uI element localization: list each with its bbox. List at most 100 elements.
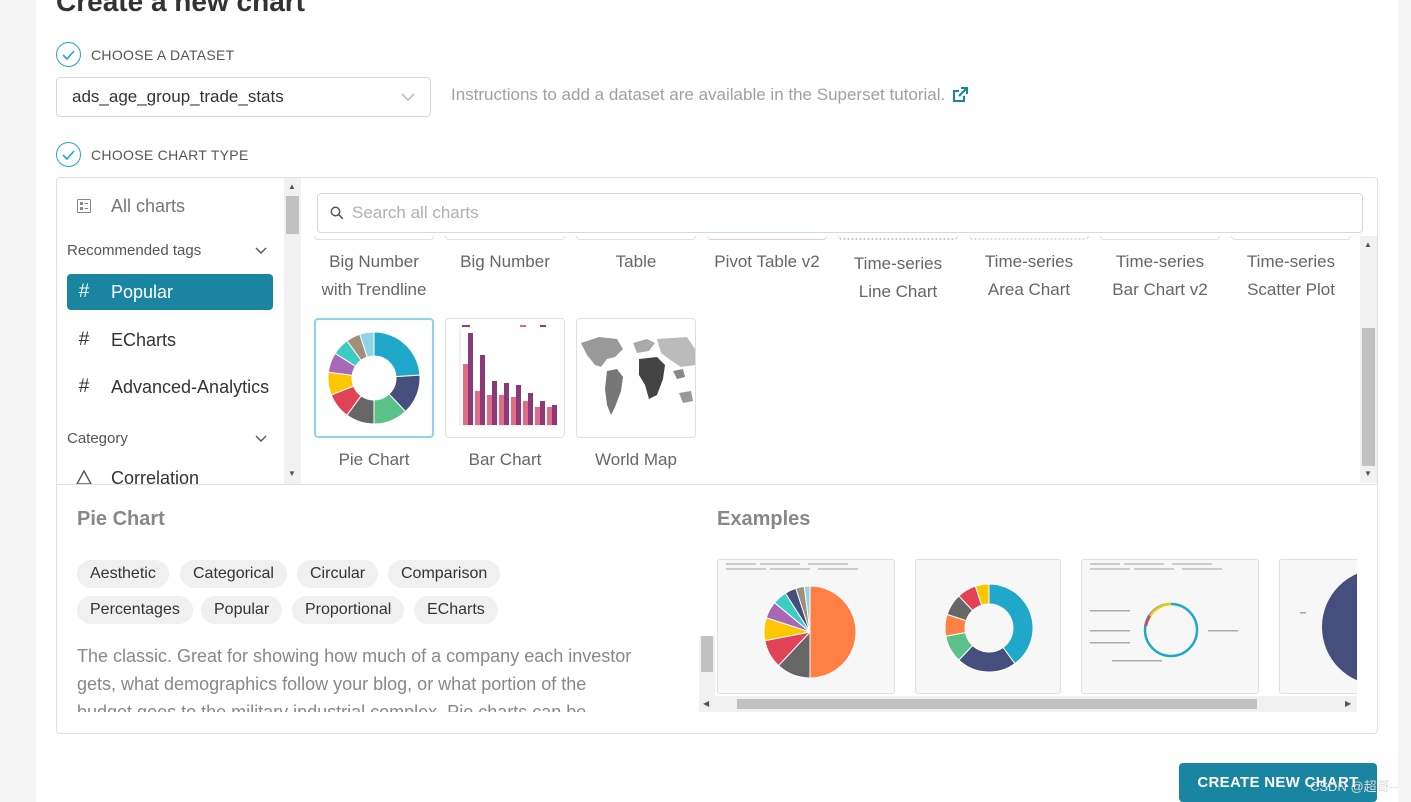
chart-type-label-big-number[interactable]: Big Number bbox=[440, 248, 570, 276]
chart-description: The classic. Great for showing how much … bbox=[77, 646, 632, 712]
examples-scrollbar[interactable]: ◀ ▶ bbox=[699, 696, 1357, 712]
example-image bbox=[1279, 559, 1357, 694]
step-label: CHOOSE CHART TYPE bbox=[91, 146, 249, 163]
sidebar-item-all-charts[interactable]: All charts bbox=[67, 188, 273, 224]
chart-type-label-bar[interactable]: Bar Chart bbox=[440, 446, 570, 474]
scroll-left-icon: ◀ bbox=[703, 699, 710, 708]
hashtag-icon: # bbox=[78, 376, 90, 397]
label-line: Time-series bbox=[853, 254, 943, 273]
pie-slice bbox=[359, 331, 375, 358]
chart-card-pie[interactable] bbox=[314, 318, 434, 438]
chart-search[interactable] bbox=[317, 193, 1363, 233]
chart-thumbnail[interactable] bbox=[1100, 236, 1220, 240]
sidebar-item-label: Popular bbox=[111, 281, 174, 302]
selected-chart-title: Pie Chart bbox=[77, 508, 165, 530]
section-heading: Category bbox=[67, 430, 128, 447]
example-pie-chart bbox=[726, 563, 858, 679]
sidebar-item-echarts[interactable]: # ECharts bbox=[67, 322, 273, 358]
example-pie-zoom bbox=[1300, 573, 1357, 681]
chart-type-label-ts-bar[interactable]: Time-series Bar Chart v2 bbox=[1095, 248, 1225, 304]
tag: Aesthetic bbox=[77, 560, 169, 588]
dataset-select[interactable]: ads_age_group_trade_stats bbox=[56, 77, 431, 117]
chart-chooser: All charts Recommended tags # Popular # … bbox=[56, 177, 1378, 734]
step-choose-chart-type: CHOOSE CHART TYPE bbox=[56, 142, 249, 167]
example-image bbox=[717, 559, 895, 694]
label-line: Pie Chart bbox=[338, 450, 410, 469]
scroll-down-icon: ▼ bbox=[1364, 469, 1372, 478]
pie-slice bbox=[803, 585, 811, 633]
chart-sidebar: All charts Recommended tags # Popular # … bbox=[57, 178, 301, 484]
label-line: Big Number bbox=[329, 252, 419, 271]
chart-thumbnail[interactable] bbox=[707, 236, 827, 240]
sidebar-item-correlation[interactable]: Correlation bbox=[67, 460, 273, 484]
label-line: World Map bbox=[595, 450, 677, 469]
scrollbar-thumb[interactable] bbox=[701, 636, 713, 672]
chart-type-label-pie[interactable]: Pie Chart bbox=[309, 446, 439, 474]
world-map-thumbnail bbox=[581, 337, 695, 415]
scrollbar-thumb[interactable] bbox=[286, 196, 299, 234]
scrollbar-thumb[interactable] bbox=[737, 699, 1257, 709]
label-line: Line Chart bbox=[858, 282, 938, 301]
sidebar-item-advanced-analytics[interactable]: # Advanced-Analytics bbox=[67, 369, 273, 405]
chart-thumbnail[interactable] bbox=[314, 236, 434, 240]
create-new-chart-button[interactable]: CREATE NEW CHART bbox=[1179, 763, 1377, 802]
section-heading: Recommended tags bbox=[67, 242, 202, 259]
hashtag-icon: # bbox=[78, 281, 90, 302]
chart-card-bar[interactable] bbox=[445, 318, 565, 438]
chart-type-label-table[interactable]: Table bbox=[571, 248, 701, 276]
external-link-icon[interactable] bbox=[951, 86, 969, 104]
label-line: Time-series bbox=[1115, 252, 1205, 271]
grid-list-icon bbox=[75, 199, 93, 213]
chart-type-label-ts-area[interactable]: Time-series Area Chart bbox=[964, 248, 1094, 304]
chart-gallery: Big Number with Trendline Big Number Tab… bbox=[303, 236, 1363, 483]
label-line: Bar Chart bbox=[468, 450, 542, 469]
pie-chart-thumbnail bbox=[327, 331, 421, 425]
tag: Proportional bbox=[292, 596, 405, 624]
label-line: Area Chart bbox=[987, 280, 1071, 299]
divider bbox=[57, 484, 1377, 485]
category-header[interactable]: Category bbox=[67, 430, 267, 447]
chart-type-label-world-map[interactable]: World Map bbox=[571, 446, 701, 474]
gallery-scrollbar[interactable]: ▲ ▼ bbox=[1360, 236, 1377, 483]
scrollbar-thumb[interactable] bbox=[1362, 328, 1375, 466]
example-image bbox=[915, 559, 1061, 694]
sidebar-item-popular[interactable]: # Popular bbox=[67, 274, 273, 310]
label-line: with Trendline bbox=[321, 280, 427, 299]
pie-slice bbox=[373, 331, 421, 378]
label-line: Time-series bbox=[1246, 252, 1336, 271]
pie-slice bbox=[809, 585, 857, 679]
chart-card-world-map[interactable] bbox=[576, 318, 696, 438]
label-line: Bar Chart v2 bbox=[1112, 280, 1208, 299]
search-input[interactable] bbox=[352, 203, 1252, 223]
tag: ECharts bbox=[414, 596, 498, 624]
chart-thumbnail[interactable] bbox=[576, 236, 696, 240]
scroll-up-icon: ▲ bbox=[288, 182, 296, 191]
dataset-select-value: ads_age_group_trade_stats bbox=[72, 87, 284, 106]
label-line: Big Number bbox=[460, 252, 550, 271]
chart-type-label-ts-scatter[interactable]: Time-series Scatter Plot bbox=[1226, 248, 1356, 304]
hashtag-icon: # bbox=[78, 329, 90, 350]
chart-thumbnail[interactable] bbox=[1231, 236, 1351, 240]
dataset-hint: Instructions to add a dataset are availa… bbox=[451, 85, 969, 105]
chart-thumbnail[interactable] bbox=[969, 236, 1089, 240]
chart-thumbnail[interactable] bbox=[838, 236, 958, 240]
sidebar-item-label: All charts bbox=[111, 195, 186, 216]
chart-type-label-big-number-trendline[interactable]: Big Number with Trendline bbox=[309, 248, 439, 304]
label-line: Time-series bbox=[984, 252, 1074, 271]
tag: Circular bbox=[297, 560, 379, 588]
tag: Categorical bbox=[180, 560, 287, 588]
sidebar-item-label: Advanced-Analytics bbox=[111, 376, 270, 397]
scroll-right-icon: ▶ bbox=[1345, 699, 1352, 708]
sidebar-scrollbar[interactable]: ▲ ▼ bbox=[284, 178, 301, 484]
examples-vscrollbar[interactable] bbox=[699, 636, 715, 696]
chart-type-label-ts-line[interactable]: Time-series Line Chart bbox=[833, 250, 963, 306]
step-choose-dataset: CHOOSE A DATASET bbox=[56, 42, 235, 67]
label-line: Pivot Table v2 bbox=[714, 252, 820, 271]
bar-chart-thumbnail bbox=[459, 325, 558, 426]
example-image bbox=[1081, 559, 1259, 694]
example-ring-chart bbox=[1090, 563, 1238, 662]
chart-thumbnail[interactable] bbox=[445, 236, 565, 240]
chevron-down-icon bbox=[401, 93, 415, 101]
chart-type-label-pivot-table[interactable]: Pivot Table v2 bbox=[702, 248, 832, 276]
recommended-tags-header[interactable]: Recommended tags bbox=[67, 242, 267, 259]
